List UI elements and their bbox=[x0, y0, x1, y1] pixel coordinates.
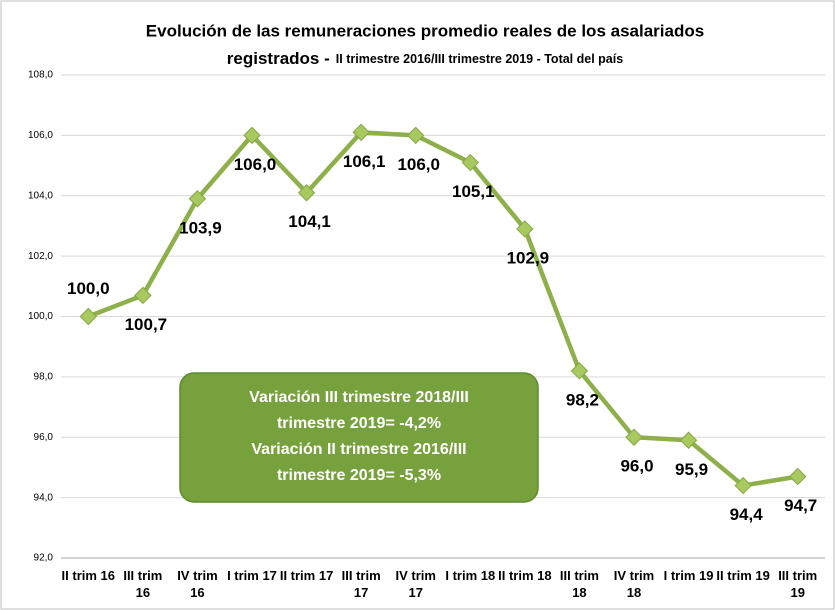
data-marker bbox=[461, 153, 479, 172]
data-marker bbox=[79, 307, 97, 326]
y-tick-label: 102,0 bbox=[28, 251, 53, 262]
chart-title: Evolución de las remuneraciones promedio… bbox=[146, 21, 704, 40]
annotation-box bbox=[179, 372, 539, 503]
data-marker bbox=[188, 190, 207, 208]
x-tick-label: III trim 19 bbox=[778, 568, 818, 600]
data-label: 106,0 bbox=[234, 155, 277, 174]
x-tick-label: III trim 18 bbox=[559, 568, 599, 600]
data-label: 95,9 bbox=[675, 460, 708, 479]
x-tick-label: IV trim 17 bbox=[395, 568, 436, 600]
y-tick-label: 104,0 bbox=[28, 190, 53, 201]
data-label: 100,0 bbox=[67, 279, 110, 298]
y-tick-label: 106,0 bbox=[28, 130, 53, 141]
data-marker bbox=[570, 362, 589, 380]
y-tick-label: 92,0 bbox=[34, 553, 54, 564]
y-tick-label: 98,0 bbox=[34, 372, 54, 383]
annotation-text: trimestre 2019= -5,3% bbox=[277, 467, 441, 484]
data-label: 104,1 bbox=[288, 212, 331, 231]
x-tick-label: II trim 18 bbox=[498, 568, 552, 583]
x-tick-label: I trim 17 bbox=[227, 568, 277, 583]
annotation-text: Variación II trimestre 2016/III bbox=[251, 441, 466, 458]
data-marker bbox=[243, 126, 261, 145]
data-marker bbox=[679, 431, 698, 449]
y-tick-label: 108,0 bbox=[28, 70, 53, 81]
data-marker bbox=[734, 476, 752, 495]
data-label: 105,1 bbox=[452, 182, 495, 201]
data-label: 98,2 bbox=[566, 390, 599, 409]
data-label: 100,7 bbox=[125, 315, 168, 334]
data-label: 96,0 bbox=[620, 457, 653, 476]
x-tick-label: I trim 18 bbox=[445, 568, 496, 583]
x-tick-label: IV trim 18 bbox=[613, 568, 655, 600]
data-label: 103,9 bbox=[179, 218, 222, 237]
y-tick-label: 94,0 bbox=[34, 492, 54, 503]
chart-title-part: registrados - bbox=[227, 49, 330, 68]
data-label: 94,4 bbox=[730, 505, 764, 524]
x-tick-label: III trim 16 bbox=[123, 568, 163, 600]
chart-title-line2: registrados - II trimestre 2016/III trime… bbox=[227, 49, 623, 68]
x-tick-label: III trim 17 bbox=[341, 568, 381, 600]
data-label: 106,1 bbox=[343, 152, 386, 171]
data-label: 94,7 bbox=[784, 496, 817, 515]
x-tick-label: II trim 17 bbox=[279, 568, 334, 583]
data-label: 106,0 bbox=[397, 155, 440, 174]
data-marker bbox=[297, 184, 316, 202]
y-tick-label: 100,0 bbox=[28, 311, 53, 322]
data-marker bbox=[789, 467, 807, 486]
x-tick-label: IV trim 16 bbox=[177, 568, 218, 600]
data-marker bbox=[134, 286, 152, 305]
annotation-text: trimestre 2019= -4,2% bbox=[277, 415, 441, 432]
chart-subtitle: II trimestre 2016/III trimestre 2019 - T… bbox=[336, 52, 623, 66]
data-label: 102,9 bbox=[507, 248, 550, 267]
data-marker bbox=[407, 126, 425, 145]
data-marker bbox=[516, 220, 534, 238]
data-marker bbox=[625, 428, 643, 446]
data-marker bbox=[352, 123, 370, 142]
annotation-text: Variación III trimestre 2018/III bbox=[249, 389, 469, 406]
x-tick-label: II trim 19 bbox=[716, 568, 770, 583]
x-tick-label: I trim 19 bbox=[663, 568, 714, 583]
data-line bbox=[87, 130, 799, 488]
y-tick-label: 96,0 bbox=[34, 432, 54, 443]
x-tick-label: II trim 16 bbox=[61, 568, 116, 583]
